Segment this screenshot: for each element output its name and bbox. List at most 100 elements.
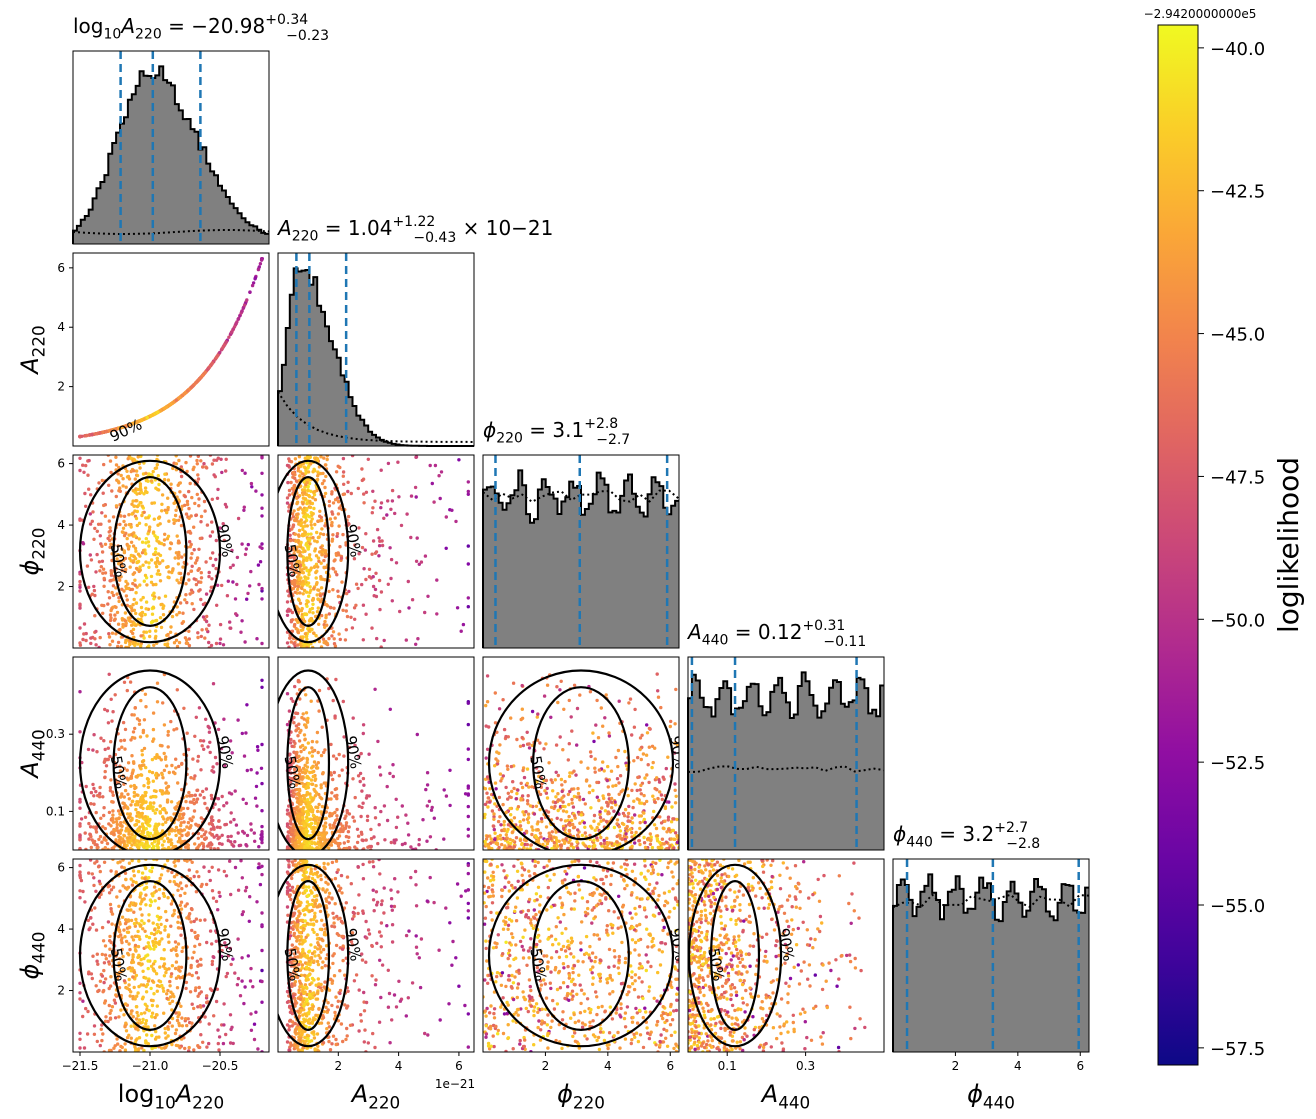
sample-point: [129, 540, 134, 544]
sample-point: [187, 790, 191, 795]
sample-point: [99, 565, 104, 569]
sample-point: [293, 584, 297, 588]
sample-point: [287, 493, 292, 497]
sample-point: [120, 564, 124, 568]
sample-point: [141, 825, 146, 829]
sample-point: [142, 718, 147, 722]
sample-point: [246, 542, 250, 547]
sample-point: [207, 640, 211, 645]
sample-point: [291, 525, 295, 529]
sample-point: [83, 815, 88, 819]
sample-point: [626, 815, 630, 819]
sample-point: [114, 820, 119, 824]
sample-point: [404, 638, 408, 642]
sample-point: [132, 469, 136, 473]
sample-point: [292, 642, 296, 646]
sample-point: [362, 501, 366, 505]
sample-point: [315, 610, 320, 614]
sample-point: [229, 820, 233, 824]
sample-point: [554, 770, 558, 774]
sample-point: [181, 611, 185, 615]
sample-point: [160, 772, 164, 777]
sample-point: [218, 622, 223, 627]
sample-point: [298, 846, 302, 850]
sample-point: [108, 618, 113, 623]
sample-point: [144, 600, 149, 604]
sample-point: [208, 556, 213, 560]
sample-point: [107, 822, 111, 826]
sample-point: [146, 777, 150, 782]
sample-point: [189, 514, 193, 518]
sample-point: [130, 608, 134, 613]
sample-point: [253, 839, 257, 843]
sample-point: [141, 801, 145, 805]
sample-point: [312, 787, 316, 792]
sample-point: [118, 812, 122, 816]
sample-point: [93, 593, 97, 598]
sample-point: [345, 591, 349, 596]
sample-point: [285, 722, 290, 727]
sample-point: [315, 766, 320, 770]
sample-point: [78, 641, 82, 645]
sample-point: [123, 747, 127, 751]
sample-point: [133, 803, 138, 807]
sample-point: [310, 841, 314, 846]
sample-point: [324, 831, 329, 835]
sample-point: [134, 499, 138, 503]
sample-point: [126, 792, 130, 796]
sample-point: [660, 837, 665, 841]
sample-point: [142, 630, 146, 634]
sample-point: [251, 281, 256, 285]
sample-point: [512, 786, 516, 791]
sample-point: [242, 831, 246, 835]
sample-point: [108, 538, 112, 543]
sample-point: [107, 483, 111, 487]
sample-point: [484, 837, 489, 841]
sample-point: [369, 844, 373, 849]
sample-point: [305, 645, 309, 648]
sample-point: [99, 736, 103, 740]
contour-label-50: 50%: [281, 754, 305, 790]
sample-point: [550, 847, 554, 850]
sample-point: [134, 591, 138, 595]
sample-point: [339, 827, 343, 831]
sample-point: [102, 603, 106, 608]
sample-point: [243, 640, 247, 644]
sample-point: [297, 767, 302, 772]
sample-point: [81, 637, 85, 642]
sample-point: [286, 480, 290, 485]
sample-point: [124, 485, 128, 489]
sample-point: [313, 842, 318, 846]
sample-point: [364, 838, 368, 842]
sample-point: [142, 417, 146, 421]
sample-point: [373, 587, 378, 592]
sample-point: [142, 784, 146, 788]
sample-point: [611, 784, 615, 788]
sample-point: [107, 596, 112, 600]
sample-point: [212, 473, 216, 477]
sample-point: [235, 320, 239, 324]
sample-point: [107, 632, 111, 636]
sample-point: [136, 487, 140, 492]
sample-point: [206, 745, 210, 749]
sample-point: [102, 576, 106, 581]
sample-point: [359, 814, 363, 819]
sample-point: [210, 769, 214, 773]
sample-point: [466, 701, 470, 705]
sample-point: [115, 822, 120, 827]
sample-point: [197, 706, 202, 710]
sample-point: [101, 491, 105, 495]
sample-point: [128, 680, 133, 684]
sample-point: [78, 847, 82, 850]
sample-point: [335, 793, 339, 798]
sample-point: [312, 490, 316, 494]
sample-point: [306, 802, 311, 806]
sample-point: [305, 830, 309, 834]
sample-point: [88, 522, 93, 526]
sample-point: [305, 809, 309, 814]
sample-point: [201, 465, 205, 469]
sample-point: [149, 479, 154, 483]
sample-point: [87, 585, 91, 589]
sample-point: [638, 801, 642, 805]
sample-point: [178, 490, 182, 494]
